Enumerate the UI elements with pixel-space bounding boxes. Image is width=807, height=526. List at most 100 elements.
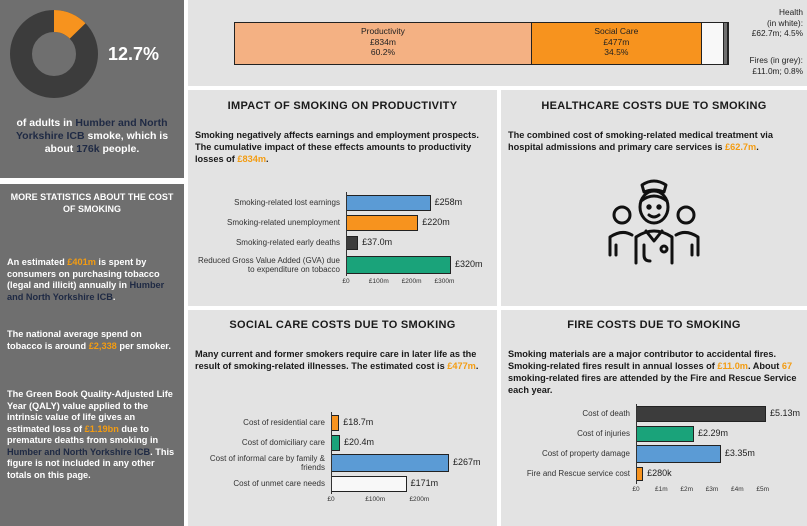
- productivity-intro: Smoking negatively affects earnings and …: [195, 129, 493, 165]
- desc-pre: of adults in: [16, 117, 76, 129]
- donut-smokers-slice: [53, 10, 86, 40]
- desc-post: people.: [99, 143, 140, 155]
- stack-segment-3: [724, 23, 728, 64]
- bar-label: Cost of unmet care needs: [233, 479, 325, 489]
- bar-value-label: £280k: [647, 468, 672, 478]
- healthcare-panel: HEALTHCARE COSTS DUE TO SMOKING The comb…: [501, 90, 807, 306]
- bar-value-label: £2.29m: [698, 428, 729, 438]
- prevalence-description: of adults in Humber and North Yorkshire …: [8, 117, 176, 156]
- p2-b: per smoker.: [116, 340, 171, 351]
- bar: [331, 435, 341, 451]
- p2-value: £2,338: [88, 340, 117, 351]
- x-tick-label: £4m: [731, 486, 744, 493]
- healthcare-intro: The combined cost of smoking-related med…: [508, 129, 803, 153]
- p2-a: The national average spend on tobacco is…: [7, 329, 142, 351]
- bar-value-label: £18.7m: [343, 417, 374, 427]
- p1-a: An estimated: [7, 257, 68, 267]
- stack-segment-2: [701, 23, 725, 64]
- x-tick-label: £0: [632, 486, 640, 493]
- bar-label: Fire and Rescue service cost: [526, 469, 630, 479]
- p3-c: . This figure is not included in any oth…: [7, 446, 175, 480]
- fire-chart: Cost of death £5.13m Cost of injuries £2.29…: [501, 402, 807, 514]
- x-tick-label: £1m: [655, 486, 668, 493]
- fire-intro-c: smoking-related fires are attended by th…: [508, 373, 797, 395]
- productivity-panel: IMPACT OF SMOKING ON PRODUCTIVITY Smokin…: [188, 90, 497, 306]
- qaly-text: The Green Book Quality-Adjusted Life Yea…: [7, 389, 179, 481]
- more-statistics-panel: MORE STATISTICS ABOUT THE COST OF SMOKIN…: [0, 184, 184, 526]
- stack-value-1: £477m: [603, 36, 630, 47]
- fires-note-2: £11.0m; 0.8%: [752, 65, 803, 76]
- bar-label: Cost of death: [582, 409, 630, 419]
- bar-value-label: £3.35m: [724, 448, 755, 458]
- p3-area: Humber and North Yorkshire ICB: [7, 446, 151, 457]
- fire-intro-a: Smoking materials are a major contributo…: [508, 349, 777, 371]
- x-tick-label: £3m: [705, 486, 719, 493]
- bar-label: Cost of property damage: [541, 449, 630, 459]
- bar: [346, 236, 359, 250]
- bar-label: Cost of residential care: [243, 418, 325, 428]
- bar-label: Cost of domiciliary care: [241, 438, 325, 448]
- fire-intro: Smoking materials are a major contributo…: [508, 348, 803, 396]
- productivity-title: IMPACT OF SMOKING ON PRODUCTIVITY: [227, 100, 458, 112]
- total-cost-panel: Productivity £834m 60.2% Social Care £477m 34…: [188, 0, 807, 86]
- desc-count: 176k: [76, 143, 100, 155]
- bar-label: Reduced Gross Value Added (GVA) due to e…: [197, 255, 340, 275]
- stack-pct-0: 60.2%: [370, 47, 396, 57]
- health-note-3: £62.7m; 4.5%: [751, 28, 803, 38]
- x-tick-label: £100m: [368, 278, 389, 285]
- healthcare-workers-icon: [608, 179, 700, 265]
- social-care-chart: Cost of residential care £18.7m Cost of do…: [188, 410, 497, 522]
- prevalence-percent: 12.7%: [108, 44, 160, 64]
- bar-value-label: £37.0m: [362, 237, 393, 247]
- bar: [331, 415, 340, 431]
- fire-panel: FIRE COSTS DUE TO SMOKING Smoking materi…: [501, 310, 807, 526]
- stack-segment-1: Social Care £477m 34.5%: [531, 23, 702, 64]
- x-tick-label: £5m: [756, 486, 770, 493]
- prod-intro-a: Smoking negatively affects earnings and …: [195, 130, 479, 164]
- stack-pct-1: 34.5%: [604, 47, 629, 57]
- national-spend-text: The national average spend on tobacco is…: [7, 329, 179, 352]
- x-tick-label: £200m: [409, 496, 430, 503]
- bar-value-label: £20.4m: [344, 437, 375, 447]
- social-intro-b: .: [475, 361, 479, 371]
- social-care-panel: SOCIAL CARE COSTS DUE TO SMOKING Many cu…: [188, 310, 497, 526]
- p1-area: Humber and North Yorkshire ICB: [7, 280, 165, 302]
- bar-value-label: £267m: [453, 457, 481, 467]
- bar: [636, 445, 721, 463]
- social-intro-a: Many current and former smokers require …: [195, 349, 477, 371]
- social-care-title: SOCIAL CARE COSTS DUE TO SMOKING: [229, 319, 456, 331]
- social-intro-value: £477m: [447, 361, 476, 371]
- productivity-chart: Smoking-related lost earnings £258m Smokin…: [188, 190, 497, 300]
- bar: [331, 454, 449, 472]
- bar: [346, 256, 451, 274]
- bar: [346, 195, 431, 211]
- total-cost-stacked-bar: Productivity £834m 60.2% Social Care £477m 34…: [234, 22, 729, 65]
- x-tick-label: £200m: [401, 278, 422, 285]
- smoking-prevalence-panel: 12.7% of adults in Humber and North York…: [0, 0, 184, 178]
- bar-label: Cost of informal care by family & friend…: [209, 453, 325, 473]
- prod-intro-value: £834m: [237, 154, 266, 164]
- bar-label: Cost of injuries: [577, 429, 630, 439]
- p3-value: £1.19bn: [84, 423, 119, 434]
- stack-label-1: Social Care: [594, 26, 639, 36]
- bar-label: Smoking-related early deaths: [235, 238, 340, 248]
- health-note: Health (in white): £62.7m; 4.5%: [752, 7, 803, 39]
- p1-c: .: [112, 291, 116, 302]
- bar: [346, 215, 419, 231]
- fire-intro-value: £11.0m: [717, 361, 748, 371]
- x-axis-line: [636, 404, 637, 484]
- x-axis-line: [331, 412, 332, 494]
- p3-b: due to premature deaths from smoking in: [7, 423, 159, 446]
- bar: [636, 406, 766, 422]
- health-note-1: Health: [779, 7, 803, 17]
- fires-note: Fires (in grey): £11.0m; 0.8%: [750, 55, 803, 76]
- bar: [636, 426, 695, 442]
- bar-label: Smoking-related unemployment: [227, 218, 340, 228]
- stack-segment-0: Productivity £834m 60.2%: [235, 23, 532, 64]
- health-intro-b: .: [756, 142, 759, 152]
- p1-b: is spent by consumers on purchasing toba…: [7, 257, 160, 290]
- bar: [636, 467, 644, 481]
- fire-intro-b: . About: [747, 361, 782, 371]
- x-tick-label: £0: [342, 278, 350, 285]
- prod-intro-b: .: [266, 154, 269, 164]
